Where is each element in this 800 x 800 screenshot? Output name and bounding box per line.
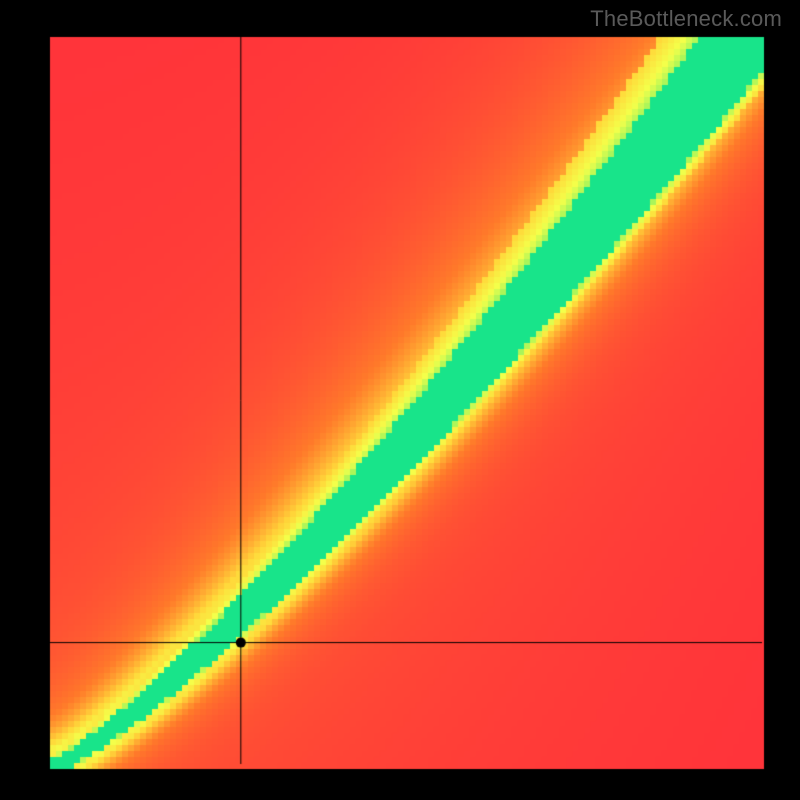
chart-container: TheBottleneck.com xyxy=(0,0,800,800)
attribution-text: TheBottleneck.com xyxy=(590,6,782,32)
bottleneck-heatmap-canvas xyxy=(0,0,800,800)
